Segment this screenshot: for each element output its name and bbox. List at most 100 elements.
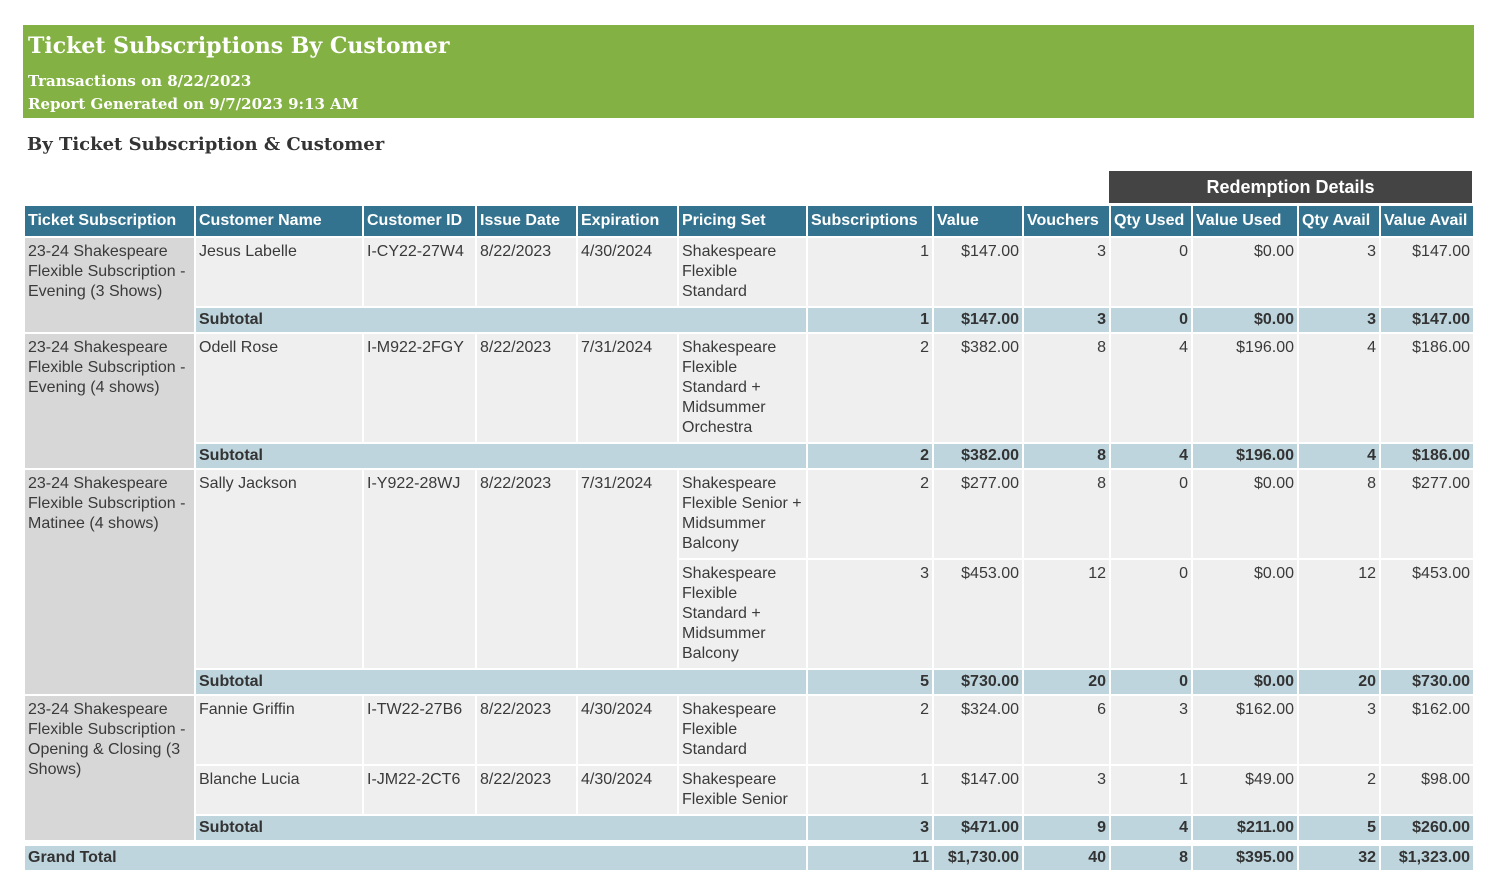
table-row: Blanche Lucia I-JM22-2CT6 8/22/2023 4/30… <box>25 766 1473 814</box>
value-used: $162.00 <box>1193 696 1297 764</box>
subscription-name: 23-24 Shakespeare Flexible Subscription … <box>25 470 194 694</box>
col-issue-date: Issue Date <box>477 206 576 236</box>
subtotal-subscriptions: 5 <box>808 670 932 694</box>
subscriptions: 2 <box>808 334 932 442</box>
customer-name: Blanche Lucia <box>196 766 362 814</box>
col-value-used: Value Used <box>1193 206 1297 236</box>
expiration: 4/30/2024 <box>578 238 677 306</box>
table-row: 23-24 Shakespeare Flexible Subscription … <box>25 238 1473 332</box>
qty-avail: 4 <box>1299 334 1379 442</box>
column-headers: Ticket Subscription Customer Name Custom… <box>25 206 1473 236</box>
expiration: 7/31/2024 <box>578 334 677 442</box>
table-row: 23-24 Shakespeare Flexible Subscription … <box>25 470 1473 694</box>
col-qty-used: Qty Used <box>1111 206 1191 236</box>
subtotal-qty-used: 0 <box>1111 670 1191 694</box>
col-value-avail: Value Avail <box>1381 206 1473 236</box>
customer-id: I-JM22-2CT6 <box>364 766 475 814</box>
value-avail: $98.00 <box>1381 766 1473 814</box>
transactions-date: Transactions on 8/22/2023 <box>28 72 252 90</box>
col-vouchers: Vouchers <box>1024 206 1109 236</box>
col-customer-id: Customer ID <box>364 206 475 236</box>
grand-total-qty-used: 8 <box>1111 846 1191 870</box>
qty-used: 0 <box>1111 238 1191 306</box>
value-avail: $277.00 <box>1381 470 1473 558</box>
subtotal-value: $471.00 <box>934 816 1022 840</box>
report-header: Ticket Subscriptions By Customer Transac… <box>23 25 1474 118</box>
qty-avail: 3 <box>1299 238 1379 306</box>
subtotal-vouchers: 8 <box>1024 444 1109 468</box>
customer-id: I-CY22-27W4 <box>364 238 475 306</box>
col-value: Value <box>934 206 1022 236</box>
qty-avail: 2 <box>1299 766 1379 814</box>
pricing-set: Shakespeare Flexible Standard + Midsumme… <box>679 334 806 442</box>
vouchers: 8 <box>1024 334 1109 442</box>
expiration: 4/30/2024 <box>578 766 677 814</box>
subtotal-qty-avail: 3 <box>1299 308 1379 332</box>
qty-used: 0 <box>1111 560 1191 668</box>
col-qty-avail: Qty Avail <box>1299 206 1379 236</box>
subtotal-value-avail: $260.00 <box>1381 816 1473 840</box>
subtotal-qty-used: 4 <box>1111 816 1191 840</box>
value-used: $49.00 <box>1193 766 1297 814</box>
value-used: $0.00 <box>1193 470 1297 558</box>
customer-name: Odell Rose <box>196 334 362 442</box>
subtotal-row: Subtotal 5 $730.00 20 0 $0.00 20 $730.00 <box>25 670 1473 694</box>
pricing-set: Shakespeare Flexible Senior <box>679 766 806 814</box>
issue-date: 8/22/2023 <box>477 334 576 442</box>
customer-name: Sally Jackson <box>196 470 362 668</box>
subtotal-value-avail: $186.00 <box>1381 444 1473 468</box>
customer-id: I-Y922-28WJ <box>364 470 475 668</box>
value: $382.00 <box>934 334 1022 442</box>
redemption-details-header: Redemption Details <box>1109 171 1472 203</box>
subtotal-value: $382.00 <box>934 444 1022 468</box>
subscriptions: 1 <box>808 766 932 814</box>
vouchers: 12 <box>1024 560 1109 668</box>
qty-used: 1 <box>1111 766 1191 814</box>
value: $324.00 <box>934 696 1022 764</box>
spacer-row <box>25 842 1473 844</box>
grand-total-value-used: $395.00 <box>1193 846 1297 870</box>
report-table: Ticket Subscription Customer Name Custom… <box>23 204 1475 872</box>
value-avail: $186.00 <box>1381 334 1473 442</box>
customer-id: I-M922-2FGY <box>364 334 475 442</box>
grand-total-value: $1,730.00 <box>934 846 1022 870</box>
table-row: 23-24 Shakespeare Flexible Subscription … <box>25 334 1473 468</box>
qty-avail: 8 <box>1299 470 1379 558</box>
subtotal-qty-used: 0 <box>1111 308 1191 332</box>
subtotal-qty-avail: 20 <box>1299 670 1379 694</box>
value: $453.00 <box>934 560 1022 668</box>
subscription-name: 23-24 Shakespeare Flexible Subscription … <box>25 334 194 468</box>
subtotal-value-avail: $147.00 <box>1381 308 1473 332</box>
subtotal-subscriptions: 3 <box>808 816 932 840</box>
subtotal-value: $147.00 <box>934 308 1022 332</box>
col-ticket-subscription: Ticket Subscription <box>25 206 194 236</box>
pricing-set: Shakespeare Flexible Standard <box>679 696 806 764</box>
col-pricing-set: Pricing Set <box>679 206 806 236</box>
qty-used: 4 <box>1111 334 1191 442</box>
subtotal-vouchers: 9 <box>1024 816 1109 840</box>
vouchers: 6 <box>1024 696 1109 764</box>
value-avail: $162.00 <box>1381 696 1473 764</box>
issue-date: 8/22/2023 <box>477 238 576 306</box>
subtotal-subscriptions: 1 <box>808 308 932 332</box>
value: $147.00 <box>934 766 1022 814</box>
col-customer-name: Customer Name <box>196 206 362 236</box>
value-avail: $453.00 <box>1381 560 1473 668</box>
subtotal-qty-avail: 5 <box>1299 816 1379 840</box>
pricing-set: Shakespeare Flexible Standard + Midsumme… <box>679 560 806 668</box>
spacer-cell <box>25 842 1473 844</box>
qty-avail: 12 <box>1299 560 1379 668</box>
grand-total-label: Grand Total <box>25 846 806 870</box>
subscriptions: 2 <box>808 696 932 764</box>
section-title: By Ticket Subscription & Customer <box>27 134 385 155</box>
value-used: $0.00 <box>1193 238 1297 306</box>
vouchers: 3 <box>1024 238 1109 306</box>
value-used: $0.00 <box>1193 560 1297 668</box>
subtotal-vouchers: 3 <box>1024 308 1109 332</box>
subtotal-row: Subtotal 2 $382.00 8 4 $196.00 4 $186.00 <box>25 444 1473 468</box>
subscription-name: 23-24 Shakespeare Flexible Subscription … <box>25 696 194 840</box>
report-title: Ticket Subscriptions By Customer <box>28 33 450 59</box>
subtotal-value-used: $0.00 <box>1193 308 1297 332</box>
value: $277.00 <box>934 470 1022 558</box>
qty-used: 0 <box>1111 470 1191 558</box>
